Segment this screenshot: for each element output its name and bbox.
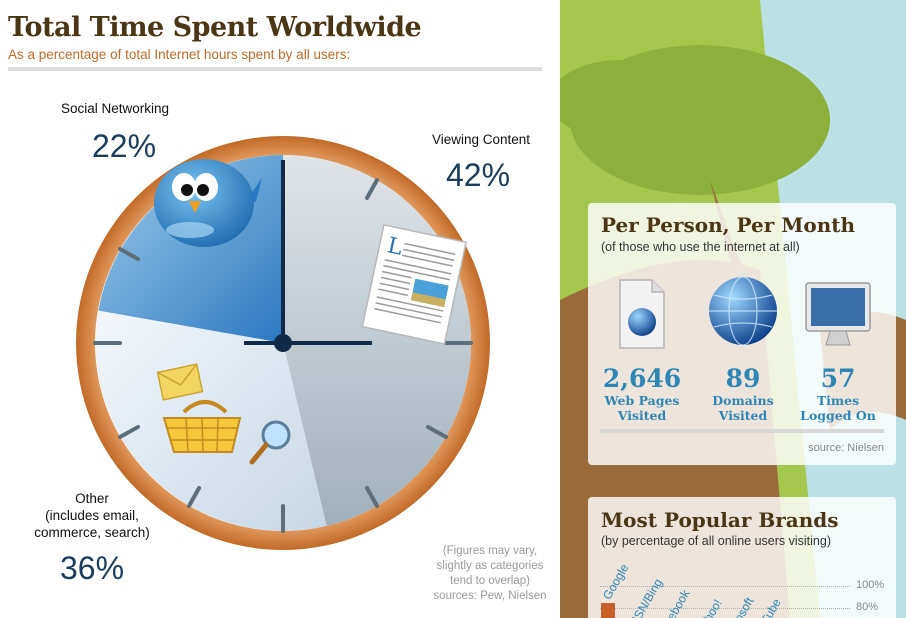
stat-logins-value: 57 — [820, 364, 856, 393]
gridline-80 — [600, 608, 850, 609]
brands-subtitle: (by percentage of all online users visit… — [601, 534, 831, 548]
brand-label-google: Google — [600, 561, 632, 602]
percent-other: 36% — [60, 550, 125, 586]
stats-divider — [600, 429, 884, 433]
per-person-title: Per Person, Per Month — [601, 213, 856, 237]
label-social-networking: Social Networking — [60, 101, 170, 116]
web-page-icon — [619, 279, 665, 349]
per-person-subtitle: (of those who use the internet at all) — [601, 240, 800, 254]
stat-logins: 57 Times Logged On — [790, 364, 886, 424]
footnote-line-1: (Figures may vary, — [442, 545, 538, 557]
page-title: Total Time Spent Worldwide — [8, 12, 422, 43]
percent-social-networking: 22% — [92, 128, 157, 164]
footnote-line-4: sources: Pew, Nielsen — [433, 590, 547, 602]
popular-brands-panel: Most Popular Brands (by percentage of al… — [588, 497, 896, 618]
brand-label-msn-bing: MSN/Bing — [626, 576, 666, 618]
time-spent-section: Total Time Spent Worldwide As a percenta… — [8, 12, 560, 604]
per-person-source: source: Nielsen — [808, 442, 884, 454]
brands-title: Most Popular Brands — [601, 508, 839, 532]
footnote-line-2: slightly as categories — [436, 560, 544, 572]
label-viewing-content: Viewing Content — [431, 132, 531, 147]
envelope-icon — [156, 363, 204, 401]
page-subtitle: As a percentage of total Internet hours … — [8, 47, 351, 62]
magnifier-icon — [249, 420, 291, 465]
axis-tick-100: 100% — [856, 579, 885, 591]
clock-pie: L — [76, 136, 490, 550]
shopping-basket-icon — [162, 400, 242, 453]
twitter-bird-icon — [154, 159, 262, 247]
bar-google — [601, 603, 615, 618]
stat-web-pages-caption-1: Web Pages — [604, 393, 680, 408]
document-icon: L — [361, 223, 467, 345]
monitor-icon — [805, 282, 871, 346]
stat-domains: 89 Domains Visited — [695, 364, 791, 424]
axis-tick-80: 80% — [856, 601, 879, 613]
label-other-line-3: commerce, search) — [34, 525, 150, 540]
gridline-100 — [600, 586, 850, 587]
per-person-panel: Per Person, Per Month (of those who use … — [588, 203, 896, 465]
stat-web-pages-value: 2,646 — [602, 364, 682, 393]
svg-text:L: L — [385, 233, 405, 261]
stat-web-pages-caption-2: Visited — [617, 408, 667, 423]
title-divider — [8, 67, 542, 71]
label-other-line-1: Other — [75, 491, 109, 506]
brand-label-microsoft: Microsoft — [720, 595, 756, 618]
footnote-line-3: tend to overlap) — [450, 575, 530, 587]
percent-viewing-content: 42% — [446, 157, 511, 193]
clock-hands — [244, 160, 372, 352]
stat-web-pages: 2,646 Web Pages Visited — [594, 364, 690, 424]
label-other-line-2: (includes email, — [45, 508, 139, 523]
stat-domains-caption-1: Domains — [712, 393, 774, 408]
stat-logins-caption-1: Times — [816, 393, 860, 408]
stat-domains-value: 89 — [725, 364, 761, 393]
stat-logins-caption-2: Logged On — [800, 408, 876, 423]
footnote: (Figures may vary, slightly as categorie… — [420, 544, 560, 604]
globe-icon — [709, 276, 777, 346]
stat-domains-caption-2: Visited — [718, 408, 768, 423]
label-other: Other (includes email, commerce, search) — [22, 490, 162, 541]
